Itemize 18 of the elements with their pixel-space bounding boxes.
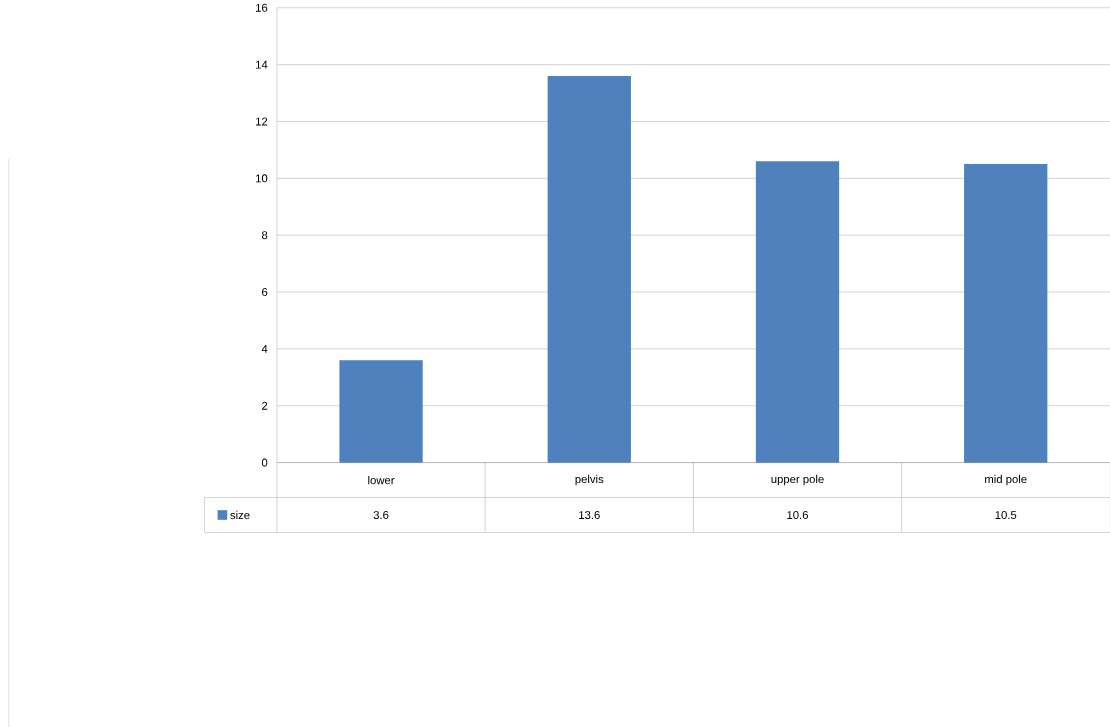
legend-label: size bbox=[230, 510, 250, 520]
y-tick-label: 2 bbox=[262, 401, 268, 410]
data-label: 10.6 bbox=[787, 510, 809, 519]
x-tick-label: pelvis bbox=[575, 474, 604, 486]
x-tick-label: lower bbox=[368, 475, 395, 485]
y-tick-label: 8 bbox=[261, 231, 268, 240]
y-tick-label: 6 bbox=[262, 287, 268, 296]
y-tick-label: 4 bbox=[261, 344, 268, 353]
y-tick-label: 14 bbox=[256, 60, 268, 69]
data-label: 13.6 bbox=[579, 510, 600, 519]
x-tick-label: upper pole bbox=[771, 474, 824, 486]
y-tick-label: 12 bbox=[256, 117, 268, 126]
y-tick-label: 0 bbox=[261, 458, 268, 467]
y-tick-label: 16 bbox=[256, 3, 268, 12]
data-label: 3.6 bbox=[373, 510, 389, 519]
data-label: 10.5 bbox=[995, 510, 1017, 519]
y-tick-label: 10 bbox=[256, 174, 268, 183]
x-tick-label: mid pole bbox=[985, 474, 1027, 486]
